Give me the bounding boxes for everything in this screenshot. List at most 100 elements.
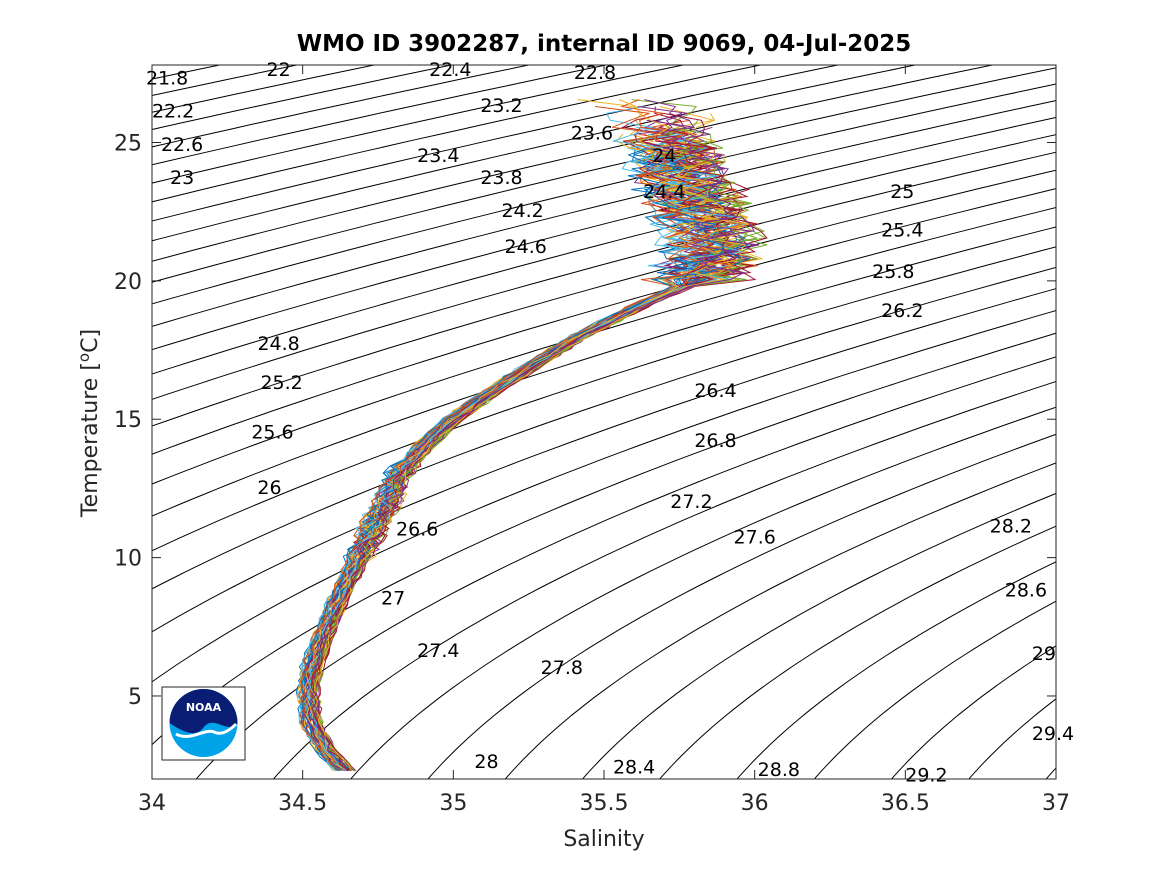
contour-label: 26.8 <box>694 430 736 452</box>
density-contour-line <box>968 698 1056 779</box>
contour-label: 22.4 <box>429 59 471 81</box>
contour-label: 25 <box>890 181 914 203</box>
contour-labels: 21.8 22 22.4 22.8 22.2 22.6 23 23.2 23.6 23.4 23.8… <box>146 59 1074 787</box>
density-contour-line <box>350 406 1056 779</box>
density-contour-line <box>152 169 1056 427</box>
contour-label: 28.2 <box>990 516 1032 538</box>
density-contour-line <box>195 356 1056 779</box>
contour-label: 27.4 <box>417 640 459 662</box>
y-tick-label: 25 <box>114 131 142 156</box>
contour-label: 28.4 <box>613 756 655 778</box>
y-tick-label: 5 <box>128 685 142 710</box>
axis-ticks: 34 34.5 35 35.5 36 36.5 37 5 10 15 20 25 <box>114 65 1070 816</box>
density-contour-line <box>152 65 377 113</box>
density-contour-line <box>813 600 1056 779</box>
contour-label: 24.2 <box>501 200 543 222</box>
density-contour-line <box>0 51 210 793</box>
density-contour-line <box>0 51 55 793</box>
chart-title: WMO ID 3902287, internal ID 9069, 04-Jul… <box>297 31 912 57</box>
density-contour-line <box>736 561 1056 779</box>
contour-label: 25.4 <box>881 220 923 242</box>
contour-label: 28.8 <box>758 759 800 781</box>
contour-label: 22.6 <box>161 134 203 156</box>
contour-label: 24.8 <box>257 333 299 355</box>
x-tick-label: 36.5 <box>881 791 930 816</box>
density-contour-line <box>427 433 1056 779</box>
density-contour-line <box>659 525 1056 779</box>
density-contour-line <box>152 116 1056 351</box>
profile-line <box>313 133 747 771</box>
density-contour-line <box>152 65 763 203</box>
contour-label: 27.6 <box>734 527 776 549</box>
density-contour-line <box>581 492 1056 779</box>
contour-label: 27.8 <box>541 657 583 679</box>
density-contours <box>0 51 1167 793</box>
contour-label: 28.6 <box>1005 579 1047 601</box>
contour-label: 26.6 <box>396 518 438 540</box>
density-contour-line <box>152 100 1056 327</box>
noaa-logo-upper <box>169 689 238 734</box>
contour-label: 23 <box>170 167 194 189</box>
contour-label: 26.2 <box>881 300 923 322</box>
density-contour-line <box>152 288 1056 633</box>
contour-label: 23.2 <box>480 95 522 117</box>
density-contour-line <box>152 83 1056 305</box>
contour-label: 27.2 <box>670 491 712 513</box>
contour-label: 23.4 <box>417 145 459 167</box>
density-contour-line <box>152 67 1056 283</box>
density-contour-line <box>152 310 1056 683</box>
density-contour-line <box>152 246 1056 552</box>
profile-line <box>304 126 738 772</box>
profile-lines <box>295 99 768 772</box>
contour-label: 28 <box>474 751 498 773</box>
x-tick-label: 36 <box>741 791 769 816</box>
contour-label: 22.8 <box>574 62 616 84</box>
contour-label: 23.8 <box>480 167 522 189</box>
density-contour-line <box>272 380 1056 779</box>
contour-label: 22.2 <box>152 101 194 123</box>
density-contour-line <box>152 266 1056 590</box>
noaa-logo-wave <box>175 722 238 738</box>
density-contour-line <box>152 151 1056 400</box>
y-tick-label: 20 <box>114 270 142 295</box>
profile-line <box>302 133 730 772</box>
contour-label: 25.8 <box>872 261 914 283</box>
density-contour-line <box>152 226 1056 517</box>
density-contour-line <box>152 65 918 242</box>
contour-label: 26 <box>257 477 281 499</box>
density-contour-line <box>1045 767 1056 779</box>
contour-label: 25.2 <box>260 372 302 394</box>
density-contour-line <box>152 206 1056 485</box>
profile-line <box>308 106 751 771</box>
density-contour-line <box>152 188 1056 455</box>
density-contour-line <box>152 65 223 80</box>
density-contour-line <box>890 645 1056 779</box>
profile-line <box>312 133 758 772</box>
density-contour-line <box>152 65 995 262</box>
profile-line <box>313 154 750 771</box>
contour-label: 27 <box>381 588 405 610</box>
y-axis-label: Temperature [oC] <box>75 329 103 518</box>
y-tick-label: 10 <box>114 547 142 572</box>
profile-line <box>299 133 729 772</box>
contour-label: 26.4 <box>694 380 736 402</box>
contour-label: 29 <box>1032 643 1056 665</box>
contour-label: 29.4 <box>1032 723 1074 745</box>
noaa-logo-text: NOAA <box>186 701 222 714</box>
x-tick-label: 35 <box>439 791 467 816</box>
density-contour-line <box>1112 51 1167 793</box>
contour-label: 23.6 <box>571 123 613 145</box>
density-contour-line <box>152 134 1056 375</box>
density-contour-line <box>152 65 841 222</box>
x-tick-label: 37 <box>1042 791 1070 816</box>
density-contour-line <box>152 65 686 184</box>
contour-label: 29.2 <box>905 765 947 787</box>
x-axis-label: Salinity <box>563 827 644 852</box>
x-tick-label: 34 <box>138 791 166 816</box>
profile-line <box>306 133 743 772</box>
x-tick-label: 35.5 <box>580 791 629 816</box>
profile-line <box>298 133 721 772</box>
density-contour-line <box>504 462 1056 779</box>
density-contour-line <box>0 51 133 793</box>
